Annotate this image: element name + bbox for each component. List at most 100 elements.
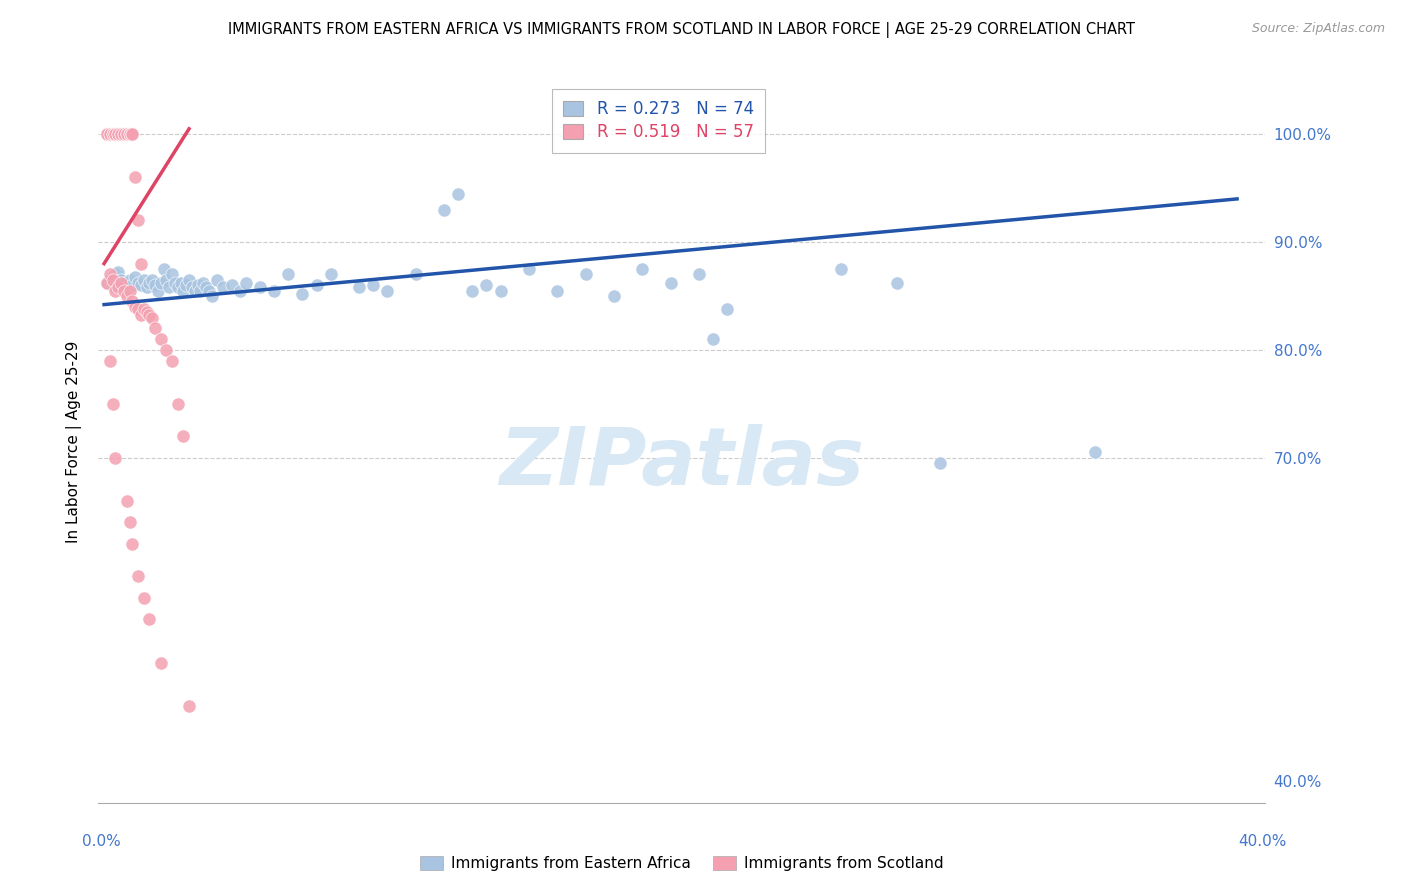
Point [118,127,141,141]
Point [110,127,132,141]
Point [118,127,141,141]
Point [830,262,852,277]
Point [121,537,143,551]
Point [107,127,129,141]
Point [172,284,194,298]
Point [177,273,200,287]
Point [121,127,143,141]
Point [96,127,118,141]
Point [127,213,149,227]
Point [149,332,172,346]
Point [277,268,299,282]
Point [688,268,710,282]
Point [361,278,384,293]
Point [110,276,132,290]
Text: 0.0%: 0.0% [82,834,121,848]
Point [631,262,654,277]
Point [172,429,194,443]
Point [124,170,146,185]
Point [517,262,540,277]
Point [101,127,124,141]
Point [112,284,135,298]
Point [319,268,342,282]
Point [1084,445,1107,459]
Point [96,276,118,290]
Point [263,284,285,298]
Point [155,343,177,357]
Point [166,397,188,411]
Point [96,127,118,141]
Point [104,127,127,141]
Point [152,262,174,277]
Point [127,276,149,290]
Point [928,456,950,470]
Text: Source: ZipAtlas.com: Source: ZipAtlas.com [1251,22,1385,36]
Point [124,300,146,314]
Text: IMMIGRANTS FROM EASTERN AFRICA VS IMMIGRANTS FROM SCOTLAND IN LABOR FORCE | AGE : IMMIGRANTS FROM EASTERN AFRICA VS IMMIGR… [228,22,1136,38]
Point [146,284,169,298]
Point [405,268,427,282]
Point [107,265,129,279]
Point [135,280,157,294]
Point [101,397,124,411]
Point [138,612,160,626]
Point [143,321,166,335]
Point [138,276,160,290]
Point [115,280,138,294]
Point [104,127,127,141]
Point [489,284,512,298]
Point [101,278,124,293]
Point [115,289,138,303]
Point [98,127,121,141]
Point [193,276,215,290]
Point [132,273,155,287]
Point [157,280,180,294]
Point [166,280,188,294]
Point [121,127,143,141]
Point [174,278,197,293]
Point [347,280,370,294]
Point [149,656,172,670]
Text: 40.0%: 40.0% [1239,834,1286,848]
Point [249,280,271,294]
Point [124,269,146,284]
Point [132,301,155,316]
Legend: Immigrants from Eastern Africa, Immigrants from Scotland: Immigrants from Eastern Africa, Immigran… [413,850,950,877]
Point [118,273,141,287]
Point [101,127,124,141]
Point [305,278,328,293]
Point [461,284,484,298]
Point [121,294,143,309]
Point [160,268,183,282]
Point [149,276,172,290]
Point [129,309,152,323]
Point [115,127,138,141]
Point [177,698,200,713]
Point [212,280,235,294]
Point [659,276,682,290]
Point [127,569,149,583]
Text: ZIPatlas: ZIPatlas [499,425,865,502]
Legend: R = 0.273   N = 74, R = 0.519   N = 57: R = 0.273 N = 74, R = 0.519 N = 57 [551,88,765,153]
Point [169,276,191,290]
Point [183,284,205,298]
Point [603,289,626,303]
Point [160,353,183,368]
Point [107,280,129,294]
Point [375,284,398,298]
Point [575,268,598,282]
Point [129,278,152,293]
Point [115,127,138,141]
Point [110,278,132,293]
Point [221,278,243,293]
Point [98,268,121,282]
Point [96,276,118,290]
Point [475,278,498,293]
Point [138,309,160,323]
Point [104,268,127,282]
Point [163,276,186,290]
Point [112,127,135,141]
Point [886,276,908,290]
Point [235,276,257,290]
Point [98,127,121,141]
